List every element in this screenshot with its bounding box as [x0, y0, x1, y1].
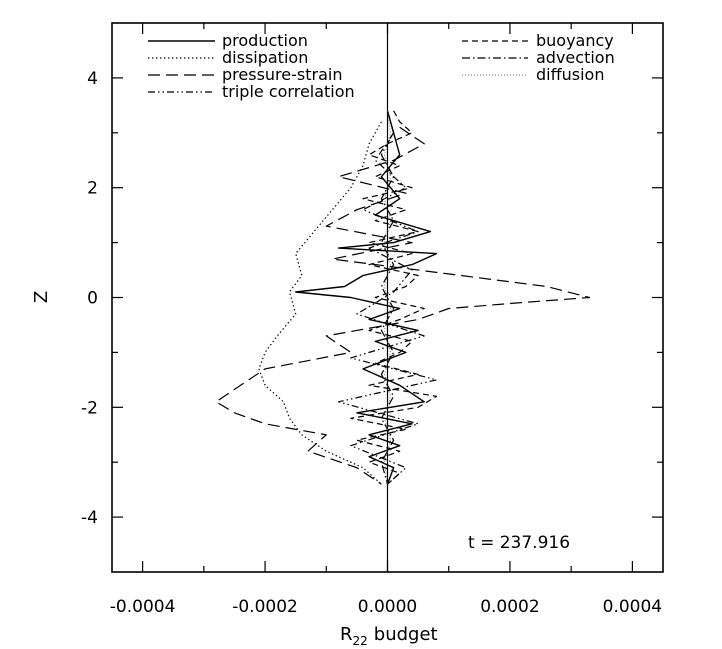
x-tick-label-2: 0.0000	[358, 597, 417, 617]
y-tick-label-4: 4	[87, 69, 98, 89]
legend-label-production: production	[222, 31, 308, 50]
x-tick-label-1: -0.0002	[232, 597, 298, 617]
y-tick-label-3: 2	[87, 179, 98, 199]
series-line-buoyancy	[350, 110, 438, 485]
x-tick-label-4: 0.0004	[603, 597, 662, 617]
legend-label-dissipation: dissipation	[222, 48, 308, 67]
legend-label-advection: advection	[536, 48, 615, 67]
y-tick-label-1: -2	[81, 398, 98, 418]
annotation-time: t = 237.916	[468, 533, 570, 553]
x-axis-label-suffix: budget	[374, 624, 438, 645]
x-axis-label-main: R	[340, 624, 353, 645]
series-line-triple-correlation	[337, 132, 438, 485]
y-axis-label: Z	[31, 291, 52, 303]
legend-label-pressure-strain: pressure-strain	[222, 65, 342, 84]
series-line-pressure-strain	[215, 126, 591, 485]
series-line-production	[295, 110, 438, 485]
series-line-advection	[380, 110, 395, 485]
series-line-dissipation	[258, 121, 382, 485]
y-tick-label-0: -4	[81, 508, 98, 528]
x-tick-label-3: 0.0002	[480, 597, 539, 617]
x-axis-label-subscript: 22	[353, 634, 368, 648]
legend: productiondissipationpressure-straintrip…	[148, 31, 615, 101]
legend-label-buoyancy: buoyancy	[536, 31, 614, 50]
axis-ticks: -0.0004 -0.0002 0.0000 0.0002 0.0004 -4 -2 0 2 4	[81, 23, 663, 617]
legend-label-triple-correlation: triple correlation	[222, 82, 355, 101]
x-tick-label-0: -0.0004	[110, 597, 176, 617]
series-layer	[215, 110, 591, 485]
y-tick-label-2: 0	[87, 289, 98, 309]
legend-label-diffusion: diffusion	[536, 65, 604, 84]
x-axis-label: R22 budget	[340, 624, 438, 648]
